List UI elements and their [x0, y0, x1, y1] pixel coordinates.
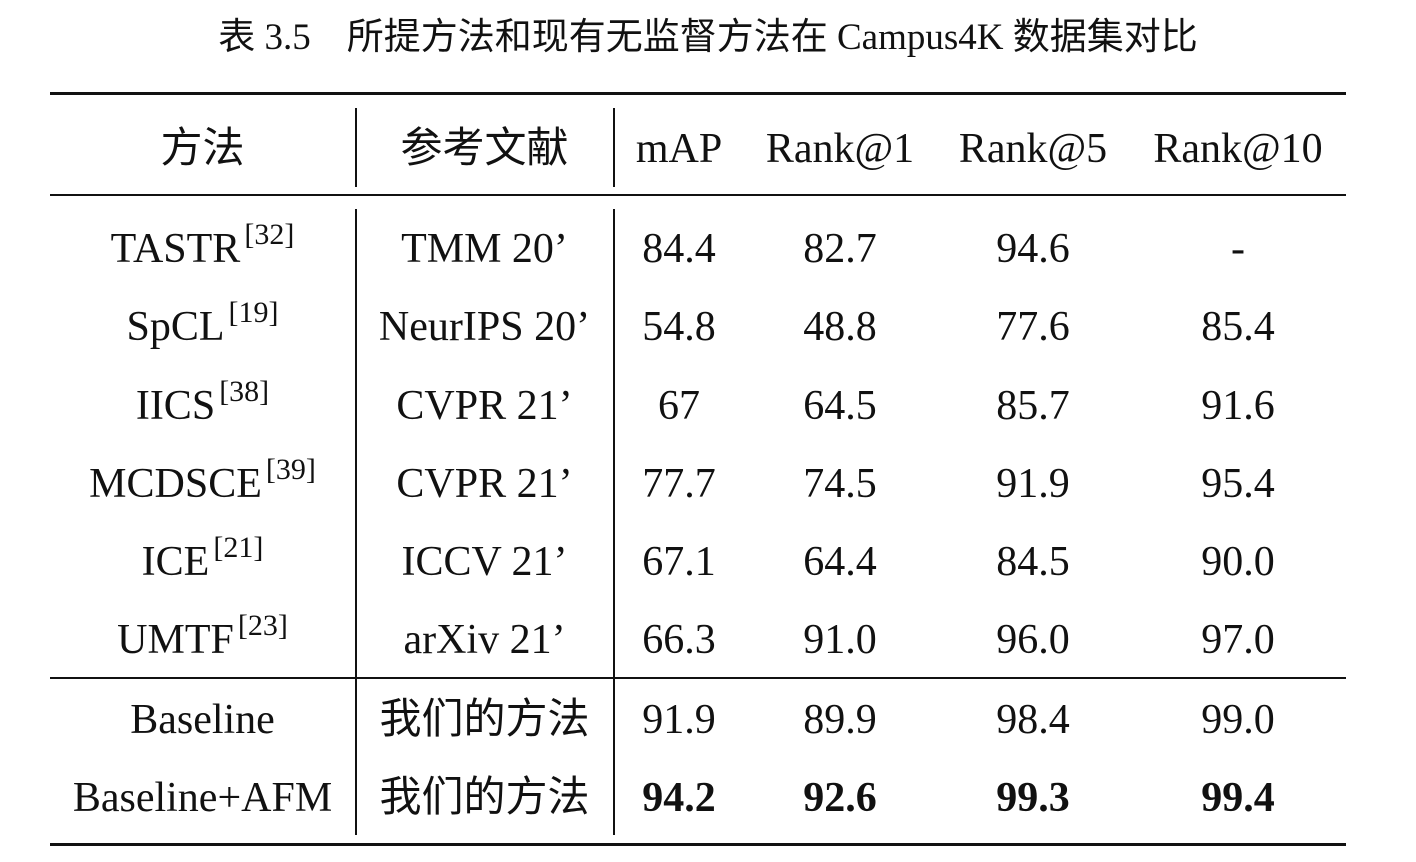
- citation: [21]: [213, 531, 264, 564]
- venue-cell: CVPR 21’: [396, 461, 573, 507]
- map-cell: 77.7: [642, 461, 716, 507]
- rank10-cell: 90.0: [1201, 539, 1275, 585]
- method-name: IICS: [135, 383, 216, 429]
- method-cell: IICS [38]: [50, 371, 355, 441]
- column-divider: [355, 209, 357, 835]
- rank5-cell: 84.5: [996, 539, 1070, 585]
- method-cell: MCDSCE [39]: [50, 449, 355, 519]
- map-cell: 67.1: [642, 539, 716, 585]
- method-name: TASTR: [110, 226, 241, 272]
- rank10-cell: 97.0: [1201, 617, 1275, 663]
- bottom-rule: [50, 843, 1346, 846]
- rank1-cell: 91.0: [803, 617, 877, 663]
- rank10-cell: -: [1231, 226, 1245, 272]
- venue-cell: NeurIPS 20’: [378, 304, 591, 350]
- header-rank5: Rank@5: [958, 126, 1108, 172]
- rank10-cell: 99.4: [1201, 775, 1275, 821]
- method-name: UMTF: [117, 617, 234, 663]
- rank1-cell: 64.4: [803, 539, 877, 585]
- venue-cell: arXiv 21’: [403, 617, 566, 663]
- rank1-cell: 64.5: [803, 383, 877, 429]
- method-cell: Baseline+AFM: [72, 775, 333, 821]
- top-rule: [50, 92, 1346, 95]
- rank5-cell: 99.3: [996, 775, 1070, 821]
- citation: [32]: [244, 218, 295, 251]
- header-rank1: Rank@1: [765, 126, 915, 172]
- map-cell: 54.8: [642, 304, 716, 350]
- header-reference: 参考文献: [400, 126, 569, 172]
- column-divider: [355, 108, 357, 187]
- table-number: 表 3.5: [218, 17, 311, 58]
- map-cell: 66.3: [642, 617, 716, 663]
- rank5-cell: 98.4: [996, 697, 1070, 743]
- method-cell: SpCL [19]: [50, 292, 355, 362]
- venue-cell: TMM 20’: [401, 226, 568, 272]
- method-cell: Baseline: [130, 697, 275, 743]
- rank10-cell: 91.6: [1201, 383, 1275, 429]
- rank1-cell: 48.8: [803, 304, 877, 350]
- rank5-cell: 96.0: [996, 617, 1070, 663]
- venue-cell: 我们的方法: [379, 697, 590, 743]
- rank1-cell: 82.7: [803, 226, 877, 272]
- rank5-cell: 85.7: [996, 383, 1070, 429]
- rank1-cell: 92.6: [803, 775, 877, 821]
- venue-cell: ICCV 21’: [401, 539, 568, 585]
- column-divider: [613, 209, 615, 835]
- group-separator-rule: [50, 677, 1346, 679]
- citation: [39]: [265, 453, 316, 486]
- rank5-cell: 77.6: [996, 304, 1070, 350]
- rank10-cell: 85.4: [1201, 304, 1275, 350]
- method-name: ICE: [141, 539, 210, 585]
- venue-cell: CVPR 21’: [396, 383, 573, 429]
- venue-cell: 我们的方法: [379, 775, 590, 821]
- citation: [38]: [219, 375, 270, 408]
- rank10-cell: 95.4: [1201, 461, 1275, 507]
- header-method: 方法: [160, 126, 245, 172]
- header-rank10: Rank@10: [1153, 126, 1323, 172]
- method-name: MCDSCE: [89, 461, 262, 507]
- map-cell: 91.9: [642, 697, 716, 743]
- method-cell: ICE [21]: [50, 527, 355, 597]
- method-cell: UMTF [23]: [50, 605, 355, 675]
- table-title: 所提方法和现有无监督方法在 Campus4K 数据集对比: [346, 17, 1198, 58]
- header-rule: [50, 194, 1346, 196]
- rank10-cell: 99.0: [1201, 697, 1275, 743]
- map-cell: 94.2: [642, 775, 716, 821]
- column-divider: [613, 108, 615, 187]
- citation: [23]: [237, 609, 288, 642]
- citation: [19]: [228, 296, 279, 329]
- map-cell: 84.4: [642, 226, 716, 272]
- rank1-cell: 74.5: [803, 461, 877, 507]
- map-cell: 67: [658, 383, 700, 429]
- method-cell: TASTR [32]: [50, 214, 355, 284]
- rank1-cell: 89.9: [803, 697, 877, 743]
- header-map: mAP: [635, 126, 723, 172]
- table-caption: 表 3.5 所提方法和现有无监督方法在 Campus4K 数据集对比: [0, 12, 1416, 64]
- method-name: SpCL: [126, 304, 225, 350]
- rank5-cell: 94.6: [996, 226, 1070, 272]
- rank5-cell: 91.9: [996, 461, 1070, 507]
